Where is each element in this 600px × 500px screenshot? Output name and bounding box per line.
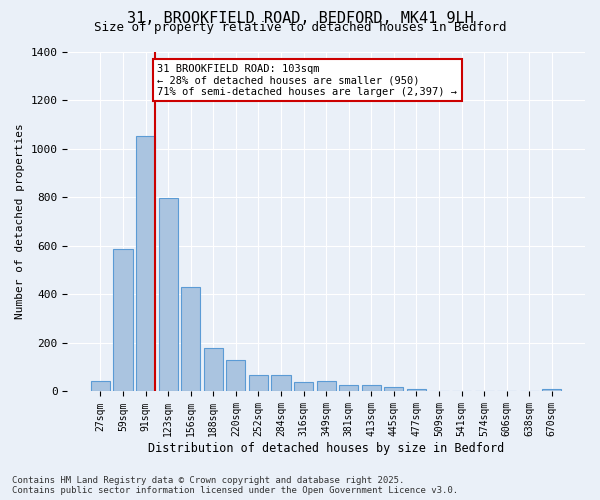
Bar [249,375,268,392]
Bar [294,382,313,392]
Bar [158,198,178,392]
X-axis label: Distribution of detached houses by size in Bedford: Distribution of detached houses by size … [148,442,504,455]
Bar [317,380,336,392]
Y-axis label: Number of detached properties: Number of detached properties [15,124,25,320]
Bar [113,250,133,392]
Bar [203,348,223,392]
Text: 31, BROOKFIELD ROAD, BEDFORD, MK41 9LH: 31, BROOKFIELD ROAD, BEDFORD, MK41 9LH [127,11,473,26]
Bar [339,385,358,392]
Bar [362,385,381,392]
Text: 31 BROOKFIELD ROAD: 103sqm
← 28% of detached houses are smaller (950)
71% of sem: 31 BROOKFIELD ROAD: 103sqm ← 28% of deta… [157,64,457,97]
Bar [542,389,562,392]
Bar [136,136,155,392]
Bar [384,387,403,392]
Bar [181,287,200,392]
Bar [407,389,426,392]
Text: Contains HM Land Registry data © Crown copyright and database right 2025.
Contai: Contains HM Land Registry data © Crown c… [12,476,458,495]
Bar [271,375,290,392]
Bar [226,360,245,392]
Text: Size of property relative to detached houses in Bedford: Size of property relative to detached ho… [94,22,506,35]
Bar [91,380,110,392]
